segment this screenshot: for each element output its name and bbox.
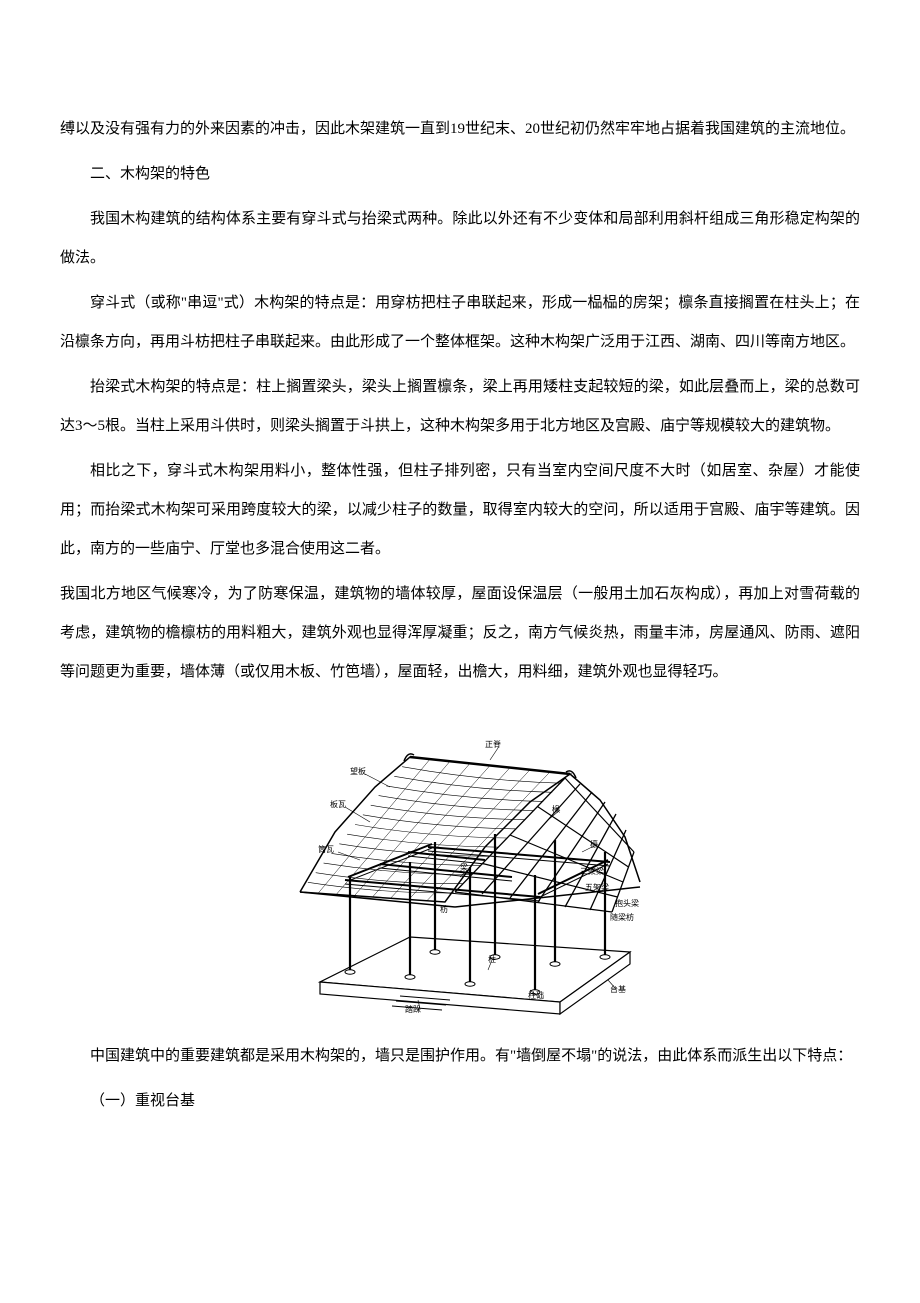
svg-text:柱: 柱 <box>488 954 496 964</box>
svg-text:抱头梁: 抱头梁 <box>615 898 639 908</box>
svg-text:望板: 望板 <box>350 766 366 776</box>
document-page: 缚以及没有强有力的外来因素的冲击，因此木架建筑一直到19世纪末、20世纪初仍然牢… <box>0 0 920 1187</box>
paragraph-6: 我国北方地区气候寒冷，为了防寒保温，建筑物的墙体较厚，屋面设保温层（一般用土加石… <box>60 575 860 692</box>
svg-text:台基: 台基 <box>610 984 626 994</box>
svg-text:踏跺: 踏跺 <box>405 1004 421 1014</box>
subsection-heading-1: （一）重视台基 <box>60 1082 860 1121</box>
svg-text:五架梁: 五架梁 <box>585 883 609 892</box>
paragraph-7: 中国建筑中的重要建筑都是采用木构架的，墙只是围护作用。有"墙倒屋不塌"的说法，由… <box>60 1037 860 1076</box>
timber-frame-diagram: 正脊望板板瓦筒瓦椽檩梁三架梁五架梁抱头梁随梁枋枋柱柱础台基踏跺 <box>260 702 660 1022</box>
svg-text:板瓦: 板瓦 <box>330 799 346 809</box>
paragraph-2: 我国木构建筑的结构体系主要有穿斗式与抬梁式两种。除此以外还有不少变体和局部利用斜… <box>60 200 860 278</box>
paragraph-3: 穿斗式（或称"串逗"式）木构架的特点是：用穿枋把柱子串联起来，形成一榀榀的房架；… <box>60 284 860 362</box>
svg-text:正脊: 正脊 <box>485 739 501 749</box>
svg-text:筒瓦: 筒瓦 <box>318 844 334 854</box>
section-heading-2: 二、木构架的特色 <box>60 155 860 194</box>
figure-container: 正脊望板板瓦筒瓦椽檩梁三架梁五架梁抱头梁随梁枋枋柱柱础台基踏跺 <box>60 702 860 1027</box>
svg-text:三架梁: 三架梁 <box>580 867 604 876</box>
paragraph-continuation: 缚以及没有强有力的外来因素的冲击，因此木架建筑一直到19世纪末、20世纪初仍然牢… <box>60 110 860 149</box>
svg-text:枋: 枋 <box>440 904 448 914</box>
svg-text:椽: 椽 <box>552 804 560 814</box>
paragraph-5: 相比之下，穿斗式木构架用料小，整体性强，但柱子排列密，只有当室内空间尺度不大时（… <box>60 452 860 569</box>
svg-text:随梁枋: 随梁枋 <box>610 912 634 922</box>
paragraph-4: 抬梁式木构架的特点是：柱上搁置梁头，梁头上搁置檩条，梁上再用矮柱支起较短的梁，如… <box>60 368 860 446</box>
